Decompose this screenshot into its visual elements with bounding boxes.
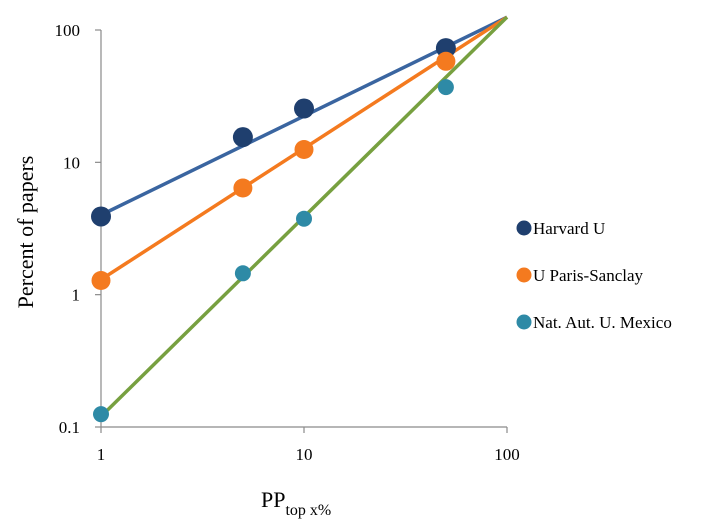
data-point-harvard-u — [91, 206, 111, 227]
x-axis-title-main: PP — [261, 487, 285, 512]
data-point-nat-aut-u-mexico — [296, 210, 312, 227]
axis-ticks: 1 10 100 0.1 1 10 100 — [55, 21, 520, 464]
legend-label-harvard-u: Harvard U — [533, 219, 605, 238]
y-tick-label: 1 — [72, 286, 81, 305]
legend-label-u-paris-sanclay: U Paris-Sanclay — [533, 266, 644, 285]
x-tick-label: 10 — [296, 445, 313, 464]
data-point-u-paris-sanclay — [294, 140, 314, 160]
x-axis-title-subscript: top x% — [285, 502, 331, 519]
plot-area: 1 10 100 0.1 1 10 100 — [55, 15, 520, 464]
y-tick-label: 0.1 — [59, 418, 80, 437]
data-point-harvard-u — [435, 38, 456, 59]
data-point-nat-aut-u-mexico — [437, 79, 454, 96]
data-point-harvard-u — [294, 98, 314, 119]
data-point-u-paris-sanclay — [91, 270, 111, 290]
x-tick-label: 1 — [97, 445, 106, 464]
y-tick-label: 10 — [63, 153, 80, 172]
legend-label-nat-aut-u-mexico: Nat. Aut. U. Mexico — [533, 313, 672, 332]
x-axis-title: PPtop x% — [261, 487, 331, 519]
legend-marker-u-paris-sanclay — [516, 267, 532, 283]
y-tick-label: 100 — [55, 21, 81, 40]
data-point-u-paris-sanclay — [233, 178, 253, 198]
x-tick-label: 100 — [494, 445, 520, 464]
data-point-u-paris-sanclay — [436, 51, 456, 71]
data-points — [91, 38, 456, 423]
legend-marker-nat-aut-u-mexico — [516, 314, 532, 330]
data-point-nat-aut-u-mexico — [234, 265, 251, 282]
legend-marker-harvard-u — [516, 220, 532, 236]
data-point-harvard-u — [232, 127, 253, 148]
data-point-nat-aut-u-mexico — [93, 406, 109, 423]
legend: Harvard U U Paris-Sanclay Nat. Aut. U. Mex… — [516, 219, 672, 332]
y-axis-title: Percent of papers — [13, 156, 38, 309]
